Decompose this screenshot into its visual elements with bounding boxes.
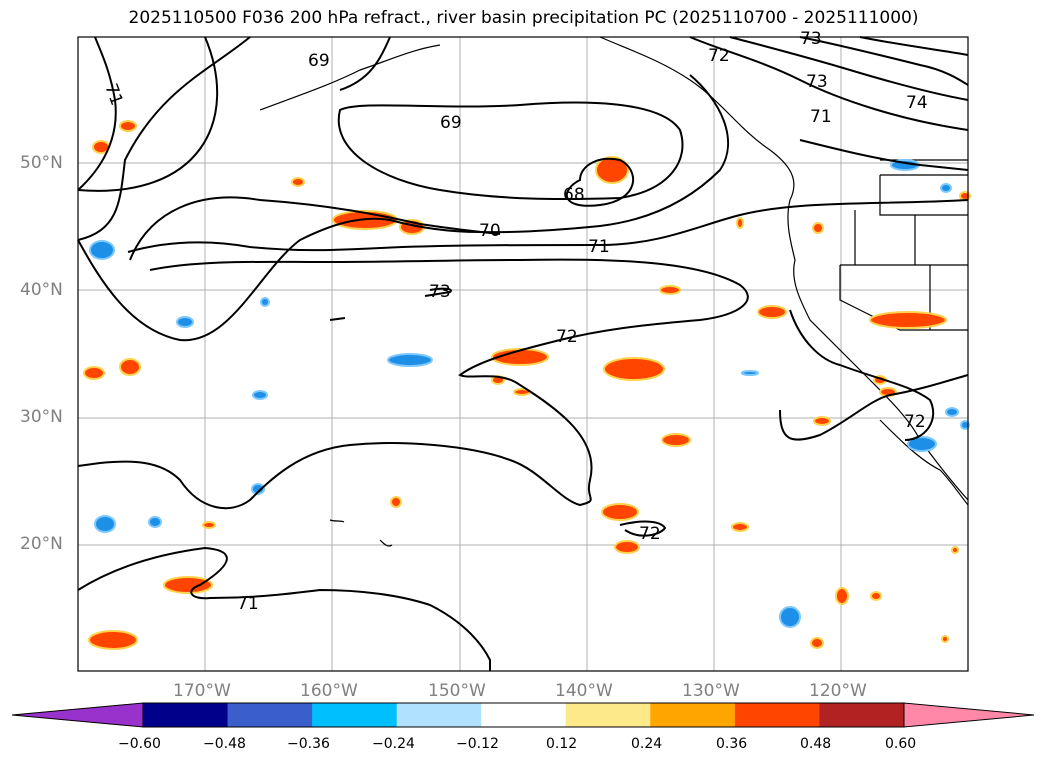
contour-label: 73 [806, 72, 828, 92]
contour-label: 71 [100, 81, 126, 108]
contour-label: 71 [810, 107, 832, 127]
coastlines [259, 36, 969, 547]
colorbar-segment [312, 703, 398, 727]
map-title: 2025110500 F036 200 hPa refract., river … [128, 8, 919, 28]
colorbar-segment [481, 703, 567, 727]
map-frame [77, 36, 969, 672]
lon-label: 120°W [809, 681, 867, 701]
colorbar-tick-label: 0.24 [631, 736, 663, 752]
contour-label: 74 [906, 93, 928, 113]
lon-label: 140°W [555, 681, 613, 701]
colorbar-tick-label: 0.36 [716, 736, 748, 752]
precip-anomalies [83, 120, 971, 650]
colorbar-segment [650, 703, 736, 727]
colorbar [11, 702, 1035, 728]
colorbar-tick-label: −0.60 [118, 736, 161, 752]
contour-label: 69 [308, 51, 330, 71]
contour-label: 72 [639, 524, 661, 544]
refractivity-contours [77, 36, 969, 671]
contour-label: 70 [479, 221, 501, 241]
colorbar-tick-label: −0.24 [372, 736, 415, 752]
colorbar-tick-label: 0.60 [885, 736, 917, 752]
contour-label: 71 [588, 237, 610, 257]
colorbar-segment [227, 703, 313, 727]
contour-label: 72 [556, 327, 578, 347]
map-panel [77, 36, 971, 672]
colorbar-tick-label: −0.36 [287, 736, 330, 752]
colorbar-segment [819, 703, 905, 727]
colorbar-extend-high [903, 702, 1035, 728]
contour-label: 73 [800, 29, 822, 49]
contour-label: 68 [563, 185, 585, 205]
colorbar-tick-label: −0.48 [203, 736, 246, 752]
colorbar-segment [143, 703, 229, 727]
lat-label: 20°N [20, 534, 63, 554]
lat-label: 40°N [20, 280, 63, 300]
lon-label: 130°W [682, 681, 740, 701]
colorbar-extend-low [11, 702, 144, 728]
colorbar-segment [734, 703, 820, 727]
contour-label-layer: 69 69 68 70 71 73 72 72 72 71 71 72 73 7… [100, 29, 927, 614]
lat-label: 30°N [20, 407, 63, 427]
colorbar-tick-label: 0.48 [800, 736, 832, 752]
lon-label: 170°W [173, 681, 231, 701]
colorbar-tick-label: 0.12 [546, 736, 578, 752]
contour-label: 72 [708, 46, 730, 66]
lon-label: 150°W [428, 681, 486, 701]
colorbar-segment [565, 703, 651, 727]
colorbar-outline [142, 702, 905, 728]
lon-label: 160°W [300, 681, 358, 701]
contour-label: 71 [237, 594, 259, 614]
contour-label: 72 [904, 412, 926, 432]
contour-label: 69 [440, 113, 462, 133]
lat-label: 50°N [20, 153, 63, 173]
colorbar-segment [396, 703, 482, 727]
colorbar-tick-label: −0.12 [456, 736, 499, 752]
contour-label: 73 [429, 282, 451, 302]
